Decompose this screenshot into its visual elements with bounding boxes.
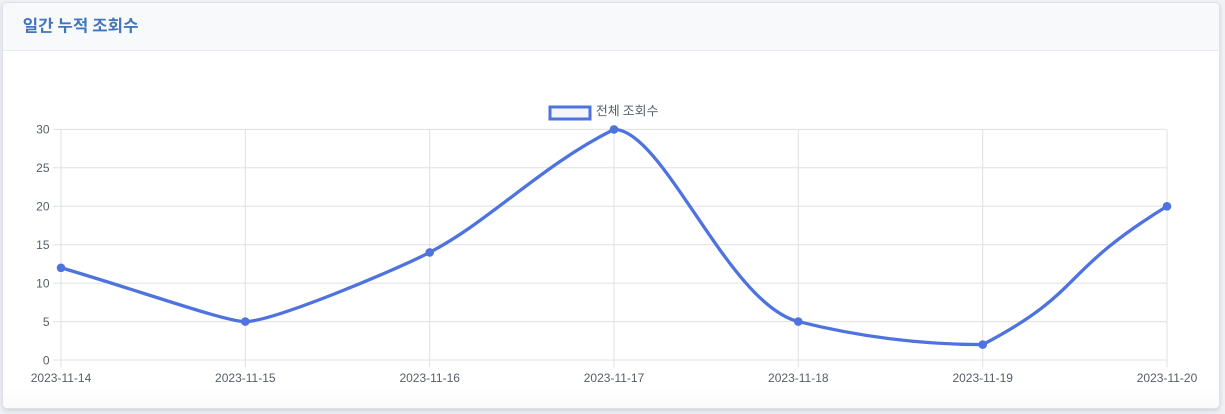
svg-text:15: 15 [36, 238, 50, 252]
svg-text:2023-11-18: 2023-11-18 [768, 371, 829, 385]
svg-text:5: 5 [43, 315, 50, 329]
svg-text:2023-11-17: 2023-11-17 [584, 371, 645, 385]
svg-text:10: 10 [36, 276, 50, 290]
svg-text:2023-11-14: 2023-11-14 [31, 371, 92, 385]
svg-text:20: 20 [36, 200, 50, 214]
svg-text:2023-11-20: 2023-11-20 [1137, 371, 1198, 385]
svg-text:0: 0 [43, 353, 50, 367]
svg-text:25: 25 [36, 161, 50, 175]
svg-text:2023-11-19: 2023-11-19 [952, 371, 1013, 385]
svg-text:2023-11-16: 2023-11-16 [399, 371, 460, 385]
svg-text:30: 30 [36, 123, 50, 137]
svg-text:2023-11-15: 2023-11-15 [215, 371, 276, 385]
